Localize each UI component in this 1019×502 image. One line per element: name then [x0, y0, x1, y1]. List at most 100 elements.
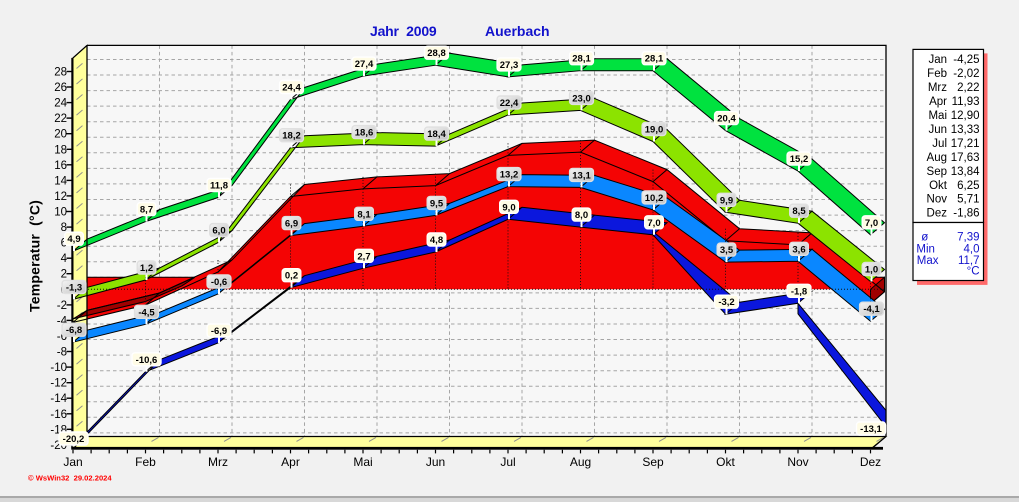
svg-text:24: 24 [54, 98, 67, 110]
svg-text:28,1: 28,1 [572, 54, 591, 65]
svg-text:-16: -16 [50, 409, 67, 421]
svg-text:-0,6: -0,6 [211, 277, 227, 288]
svg-text:-13,1: -13,1 [860, 424, 882, 435]
svg-text:© WsWin32 29.02.2024: © WsWin32 29.02.2024 [28, 474, 112, 483]
svg-text:14: 14 [54, 175, 67, 187]
svg-text:3,5: 3,5 [720, 245, 734, 256]
svg-text:4,9: 4,9 [67, 234, 80, 245]
svg-text:Jun: Jun [426, 455, 445, 469]
svg-text:19,0: 19,0 [645, 125, 664, 136]
svg-text:10: 10 [54, 207, 67, 219]
svg-text:13,2: 13,2 [500, 170, 519, 181]
svg-text:2,22: 2,22 [957, 82, 979, 94]
svg-text:Jahr 2009: Jahr 2009 [370, 23, 437, 39]
svg-text:2,7: 2,7 [357, 251, 370, 262]
svg-text:7,0: 7,0 [865, 218, 878, 229]
svg-text:3,6: 3,6 [792, 244, 805, 255]
svg-text:-2: -2 [57, 300, 67, 312]
svg-text:9,9: 9,9 [720, 195, 733, 206]
svg-text:13,33: 13,33 [951, 124, 980, 136]
svg-text:24,4: 24,4 [282, 83, 301, 94]
svg-text:16: 16 [54, 160, 67, 172]
svg-text:Nov: Nov [787, 455, 808, 469]
svg-text:8,7: 8,7 [140, 205, 153, 216]
svg-text:28: 28 [54, 67, 67, 79]
svg-text:8,5: 8,5 [792, 206, 806, 217]
svg-text:6,25: 6,25 [957, 180, 979, 192]
svg-text:-12: -12 [50, 378, 67, 390]
svg-text:7,0: 7,0 [647, 218, 660, 229]
svg-text:28,8: 28,8 [427, 48, 446, 59]
svg-text:-14: -14 [50, 393, 67, 405]
svg-text:6,0: 6,0 [212, 226, 225, 237]
svg-text:4,8: 4,8 [430, 235, 443, 246]
svg-text:10,2: 10,2 [645, 193, 664, 204]
svg-text:Auerbach: Auerbach [485, 23, 550, 39]
svg-text:-10,6: -10,6 [136, 355, 158, 366]
svg-text:-1,86: -1,86 [953, 208, 979, 220]
svg-text:2: 2 [61, 269, 67, 281]
svg-text:20: 20 [54, 129, 67, 141]
svg-text:Feb: Feb [927, 68, 947, 80]
svg-text:-1,8: -1,8 [791, 286, 807, 297]
svg-text:-3,2: -3,2 [718, 297, 734, 308]
svg-text:-1,3: -1,3 [66, 282, 82, 293]
svg-text:22,4: 22,4 [500, 98, 519, 109]
svg-text:0,2: 0,2 [285, 271, 298, 282]
svg-text:Nov: Nov [927, 194, 948, 206]
svg-text:17,63: 17,63 [951, 152, 980, 164]
svg-text:Aug: Aug [927, 152, 947, 164]
svg-text:11,93: 11,93 [952, 96, 980, 108]
svg-text:Dez: Dez [860, 455, 881, 469]
svg-text:26: 26 [54, 82, 67, 94]
svg-text:11,7: 11,7 [958, 255, 980, 267]
svg-text:-8: -8 [57, 347, 67, 359]
svg-text:13,84: 13,84 [951, 166, 980, 178]
svg-text:5,71: 5,71 [957, 194, 979, 206]
svg-text:7,39: 7,39 [957, 232, 979, 244]
svg-text:18,4: 18,4 [427, 129, 446, 140]
svg-text:28,1: 28,1 [645, 54, 664, 65]
svg-text:ø: ø [921, 232, 928, 244]
svg-text:-4,1: -4,1 [863, 304, 880, 315]
svg-text:12: 12 [54, 191, 67, 203]
svg-text:18: 18 [54, 144, 67, 156]
svg-text:15,2: 15,2 [790, 154, 809, 165]
svg-text:11,8: 11,8 [210, 181, 228, 192]
svg-text:6: 6 [61, 238, 67, 250]
svg-text:Apr: Apr [929, 96, 947, 108]
svg-text:4,0: 4,0 [964, 243, 980, 255]
svg-text:23,0: 23,0 [572, 93, 591, 104]
svg-text:-6,8: -6,8 [66, 325, 82, 336]
svg-text:Jun: Jun [928, 124, 947, 136]
svg-text:17,21: 17,21 [951, 138, 980, 150]
svg-text:Mrz: Mrz [928, 82, 947, 94]
svg-text:Apr: Apr [281, 455, 300, 469]
svg-text:-10: -10 [50, 362, 67, 374]
svg-text:Okt: Okt [929, 180, 948, 192]
svg-text:Max: Max [917, 255, 939, 267]
svg-text:22: 22 [54, 113, 67, 125]
svg-text:Okt: Okt [716, 455, 735, 469]
svg-text:-4,25: -4,25 [953, 54, 979, 66]
svg-text:9,0: 9,0 [502, 202, 515, 213]
svg-text:13,1: 13,1 [572, 170, 591, 181]
svg-text:9,5: 9,5 [430, 198, 444, 209]
svg-text:Jan: Jan [63, 455, 82, 469]
svg-text:1,2: 1,2 [140, 263, 153, 274]
svg-text:-6,9: -6,9 [211, 326, 227, 337]
svg-text:-2,02: -2,02 [953, 68, 979, 80]
svg-text:18,2: 18,2 [282, 131, 301, 142]
svg-text:Mai: Mai [353, 455, 372, 469]
svg-text:12,90: 12,90 [951, 110, 980, 122]
svg-text:1,0: 1,0 [865, 265, 878, 276]
svg-text:4: 4 [61, 253, 68, 265]
svg-text:°C: °C [967, 266, 980, 278]
svg-text:Sep: Sep [927, 166, 947, 178]
svg-text:-6: -6 [57, 331, 67, 343]
svg-text:-20,2: -20,2 [63, 434, 85, 445]
svg-text:Mai: Mai [928, 110, 947, 122]
svg-text:Min: Min [916, 243, 935, 255]
svg-text:Sep: Sep [642, 455, 664, 469]
svg-text:Jan: Jan [928, 54, 947, 66]
